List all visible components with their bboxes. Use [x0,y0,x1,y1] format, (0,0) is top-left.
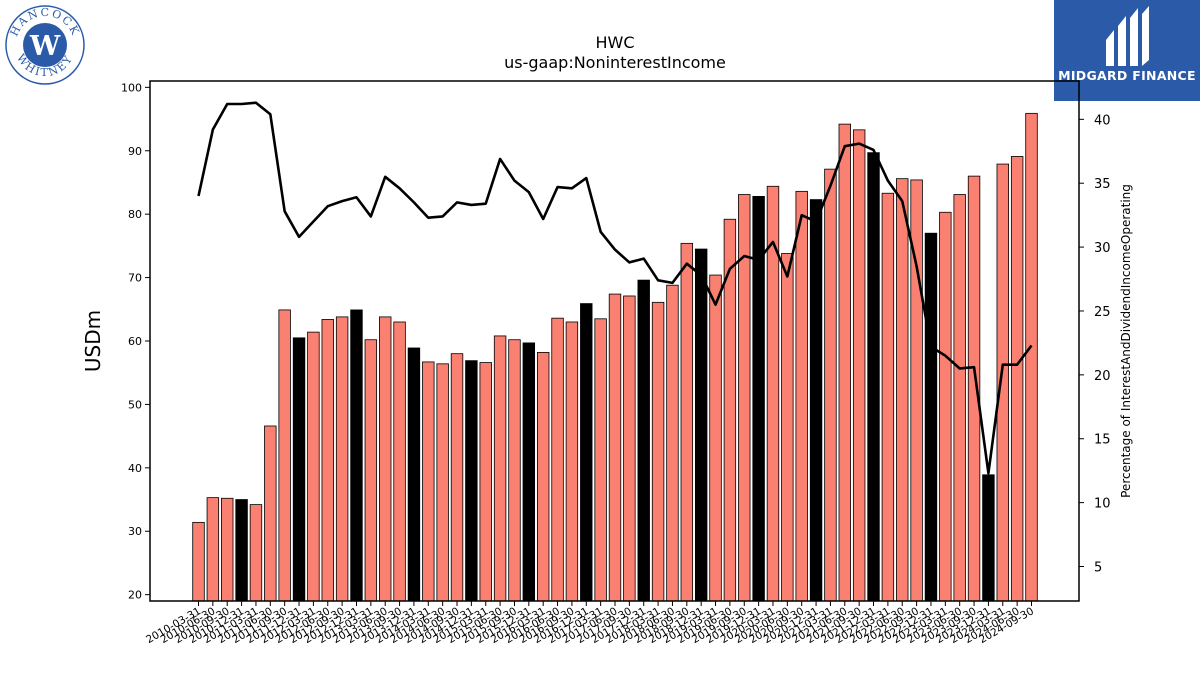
bar-2016-12-31 [580,303,593,602]
bar-2011-03-31 [249,504,263,602]
y2-tick-label: 20 [1094,369,1111,384]
y-tick-label: 70 [128,272,142,285]
y2-tick-label: 10 [1094,497,1111,512]
bar-2014-06-30 [436,363,449,602]
y-tick-label: 90 [128,145,142,158]
bar-2011-12-31 [292,337,306,602]
logo-monogram: W [29,31,61,62]
bar-2024-03-31 [996,163,1009,602]
y-axis-left: 20 30 40 50 60 70 80 90 100 [121,81,150,602]
bar-2013-09-30 [393,321,406,602]
bar-2018-03-31 [651,301,665,602]
y-tick-label: 50 [128,398,142,411]
bar-2018-09-30 [680,242,694,602]
bar-2015-06-30 [493,335,507,602]
bar-2013-06-30 [379,316,392,602]
y2-tick-label: 5 [1094,561,1102,576]
bar-2010-12-31 [235,499,248,602]
bar-2021-03-31 [824,168,837,602]
bar-2022-12-31 [924,232,938,602]
bar-2020-06-30 [781,253,794,602]
bar-2019-12-31 [752,196,765,602]
y2-tick-label: 40 [1094,113,1111,128]
bar-2017-06-30 [608,293,622,602]
bar-2010-06-30 [206,497,220,602]
bar-2017-09-30 [623,295,636,602]
bar-2017-03-31 [594,318,607,602]
y2-tick-label: 30 [1094,241,1111,256]
bar-2010-03-31 [192,521,205,602]
bar-2016-06-30 [551,317,564,602]
bar-2022-03-31 [881,192,895,602]
bar-2015-03-31 [479,362,492,602]
bar-2012-06-30 [321,319,334,602]
bar-2014-12-31 [465,360,478,602]
bar-2021-12-31 [867,152,880,602]
bar-2021-06-30 [838,123,851,602]
y-tick-label: 20 [128,589,142,602]
x-axis: 2010-03-312010-06-302010-09-302010-12-31… [144,601,1036,646]
bar-2011-09-30 [278,309,291,602]
bar-2014-03-31 [422,361,435,602]
midgard-mark-icon [1106,6,1149,66]
bar-2018-12-31 [694,248,708,602]
bar-2018-06-30 [666,284,679,602]
bar-2011-06-30 [264,425,277,602]
bar-2012-12-31 [350,309,363,602]
bar-2024-06-30 [1010,156,1024,602]
line-layer [197,101,1033,475]
bar-2012-09-30 [335,316,349,602]
bar-2024-09-30 [1025,112,1038,602]
bar-2023-03-31 [939,211,952,602]
bar-2012-03-31 [307,331,320,602]
bar-2020-12-31 [809,199,823,602]
bar-2016-09-30 [565,321,579,602]
percentage-line [197,101,1033,475]
hancock-whitney-seal-icon: HANCOCK WHITNEY W [5,5,85,85]
y-tick-label: 30 [128,525,142,538]
y2-axis-label: Percentage of InterestAndDividendIncomeO… [1119,184,1133,498]
brand-name: MIDGARD FINANCE [1058,68,1196,83]
bar-2016-03-31 [536,352,550,602]
chart-subtitle: us-gaap:NoninterestIncome [504,53,726,72]
bar-2015-09-30 [508,339,521,602]
bar-2017-12-31 [637,279,650,602]
hancock-whitney-logo: HANCOCK WHITNEY W [4,4,86,86]
y-tick-label: 60 [128,335,142,348]
bar-2022-06-30 [896,178,909,602]
chart-title: HWC [595,33,634,52]
y2-tick-label: 35 [1094,177,1111,192]
bars-layer [192,112,1038,602]
bar-2013-12-31 [407,347,421,602]
bar-2013-03-31 [364,339,378,602]
bar-2019-03-31 [709,274,722,602]
bar-2023-12-31 [982,474,995,602]
y-tick-label: 80 [128,208,142,221]
bar-2020-09-30 [795,190,808,602]
y2-tick-label: 15 [1094,433,1111,448]
bar-2023-06-30 [953,194,966,602]
y2-tick-label: 25 [1094,305,1111,320]
bar-2014-09-30 [450,353,464,602]
y-tick-label: 40 [128,462,142,475]
bar-2021-09-30 [852,129,866,602]
y-tick-label: 100 [121,81,142,94]
y-axis-right: 5 10 15 20 25 30 35 40 [1079,113,1111,576]
y-axis-label: USDm [81,310,105,372]
bar-2010-09-30 [221,497,234,602]
bar-2015-12-31 [522,342,536,602]
